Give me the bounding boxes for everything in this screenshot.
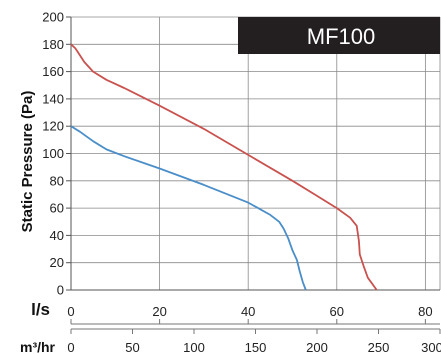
- x2-tick-label-250: 250: [368, 340, 390, 354]
- chart-title: MF100: [307, 24, 375, 49]
- y-tick-label-40: 40: [50, 228, 64, 243]
- y-axis-label: Static Pressure (Pa): [19, 91, 36, 233]
- y-tick-label-100: 100: [42, 146, 64, 161]
- x2-tick-label-0: 0: [67, 340, 74, 354]
- y-tick-label-140: 140: [42, 91, 64, 106]
- x-tick-label-80: 80: [418, 304, 432, 319]
- series-layer: [70, 43, 378, 291]
- x2-tick-label-50: 50: [125, 340, 139, 354]
- chart-title-banner: MF100: [238, 17, 440, 54]
- x2-tick-label-300: 300: [421, 340, 441, 354]
- x2-tick-label-200: 200: [306, 340, 328, 354]
- y-tick-label-120: 120: [42, 119, 64, 134]
- y-tick-label-0: 0: [57, 283, 64, 298]
- x2-tick-label-150: 150: [245, 340, 267, 354]
- y-tick-label-80: 80: [50, 173, 64, 188]
- x-tick-label-0: 0: [67, 304, 74, 319]
- series-line-2: [70, 125, 307, 291]
- y-tick-label-180: 180: [42, 37, 64, 52]
- y-tick-label-20: 20: [50, 255, 64, 270]
- x-axis-unit-m3hr: m³/hr: [20, 339, 56, 354]
- x-tick-label-40: 40: [241, 304, 255, 319]
- y-axis-ticks: 0 20 40 60 80 100 120 140 160 180 200: [42, 10, 71, 298]
- x-axis-unit-ls: l/s: [31, 300, 50, 319]
- y-tick-label-200: 200: [42, 10, 64, 25]
- x2-tick-label-100: 100: [183, 340, 205, 354]
- x-tick-label-20: 20: [152, 304, 166, 319]
- grid-lines: [70, 16, 441, 291]
- series-line-1: [70, 43, 378, 291]
- x-tick-label-60: 60: [330, 304, 344, 319]
- x-axes: 0 20 40 60 80 l/s 0 50 100 150 200 250 300 m³/hr: [20, 300, 441, 354]
- y-tick-label-60: 60: [50, 201, 64, 216]
- title-banner-background: [238, 17, 440, 54]
- y-tick-label-160: 160: [42, 64, 64, 79]
